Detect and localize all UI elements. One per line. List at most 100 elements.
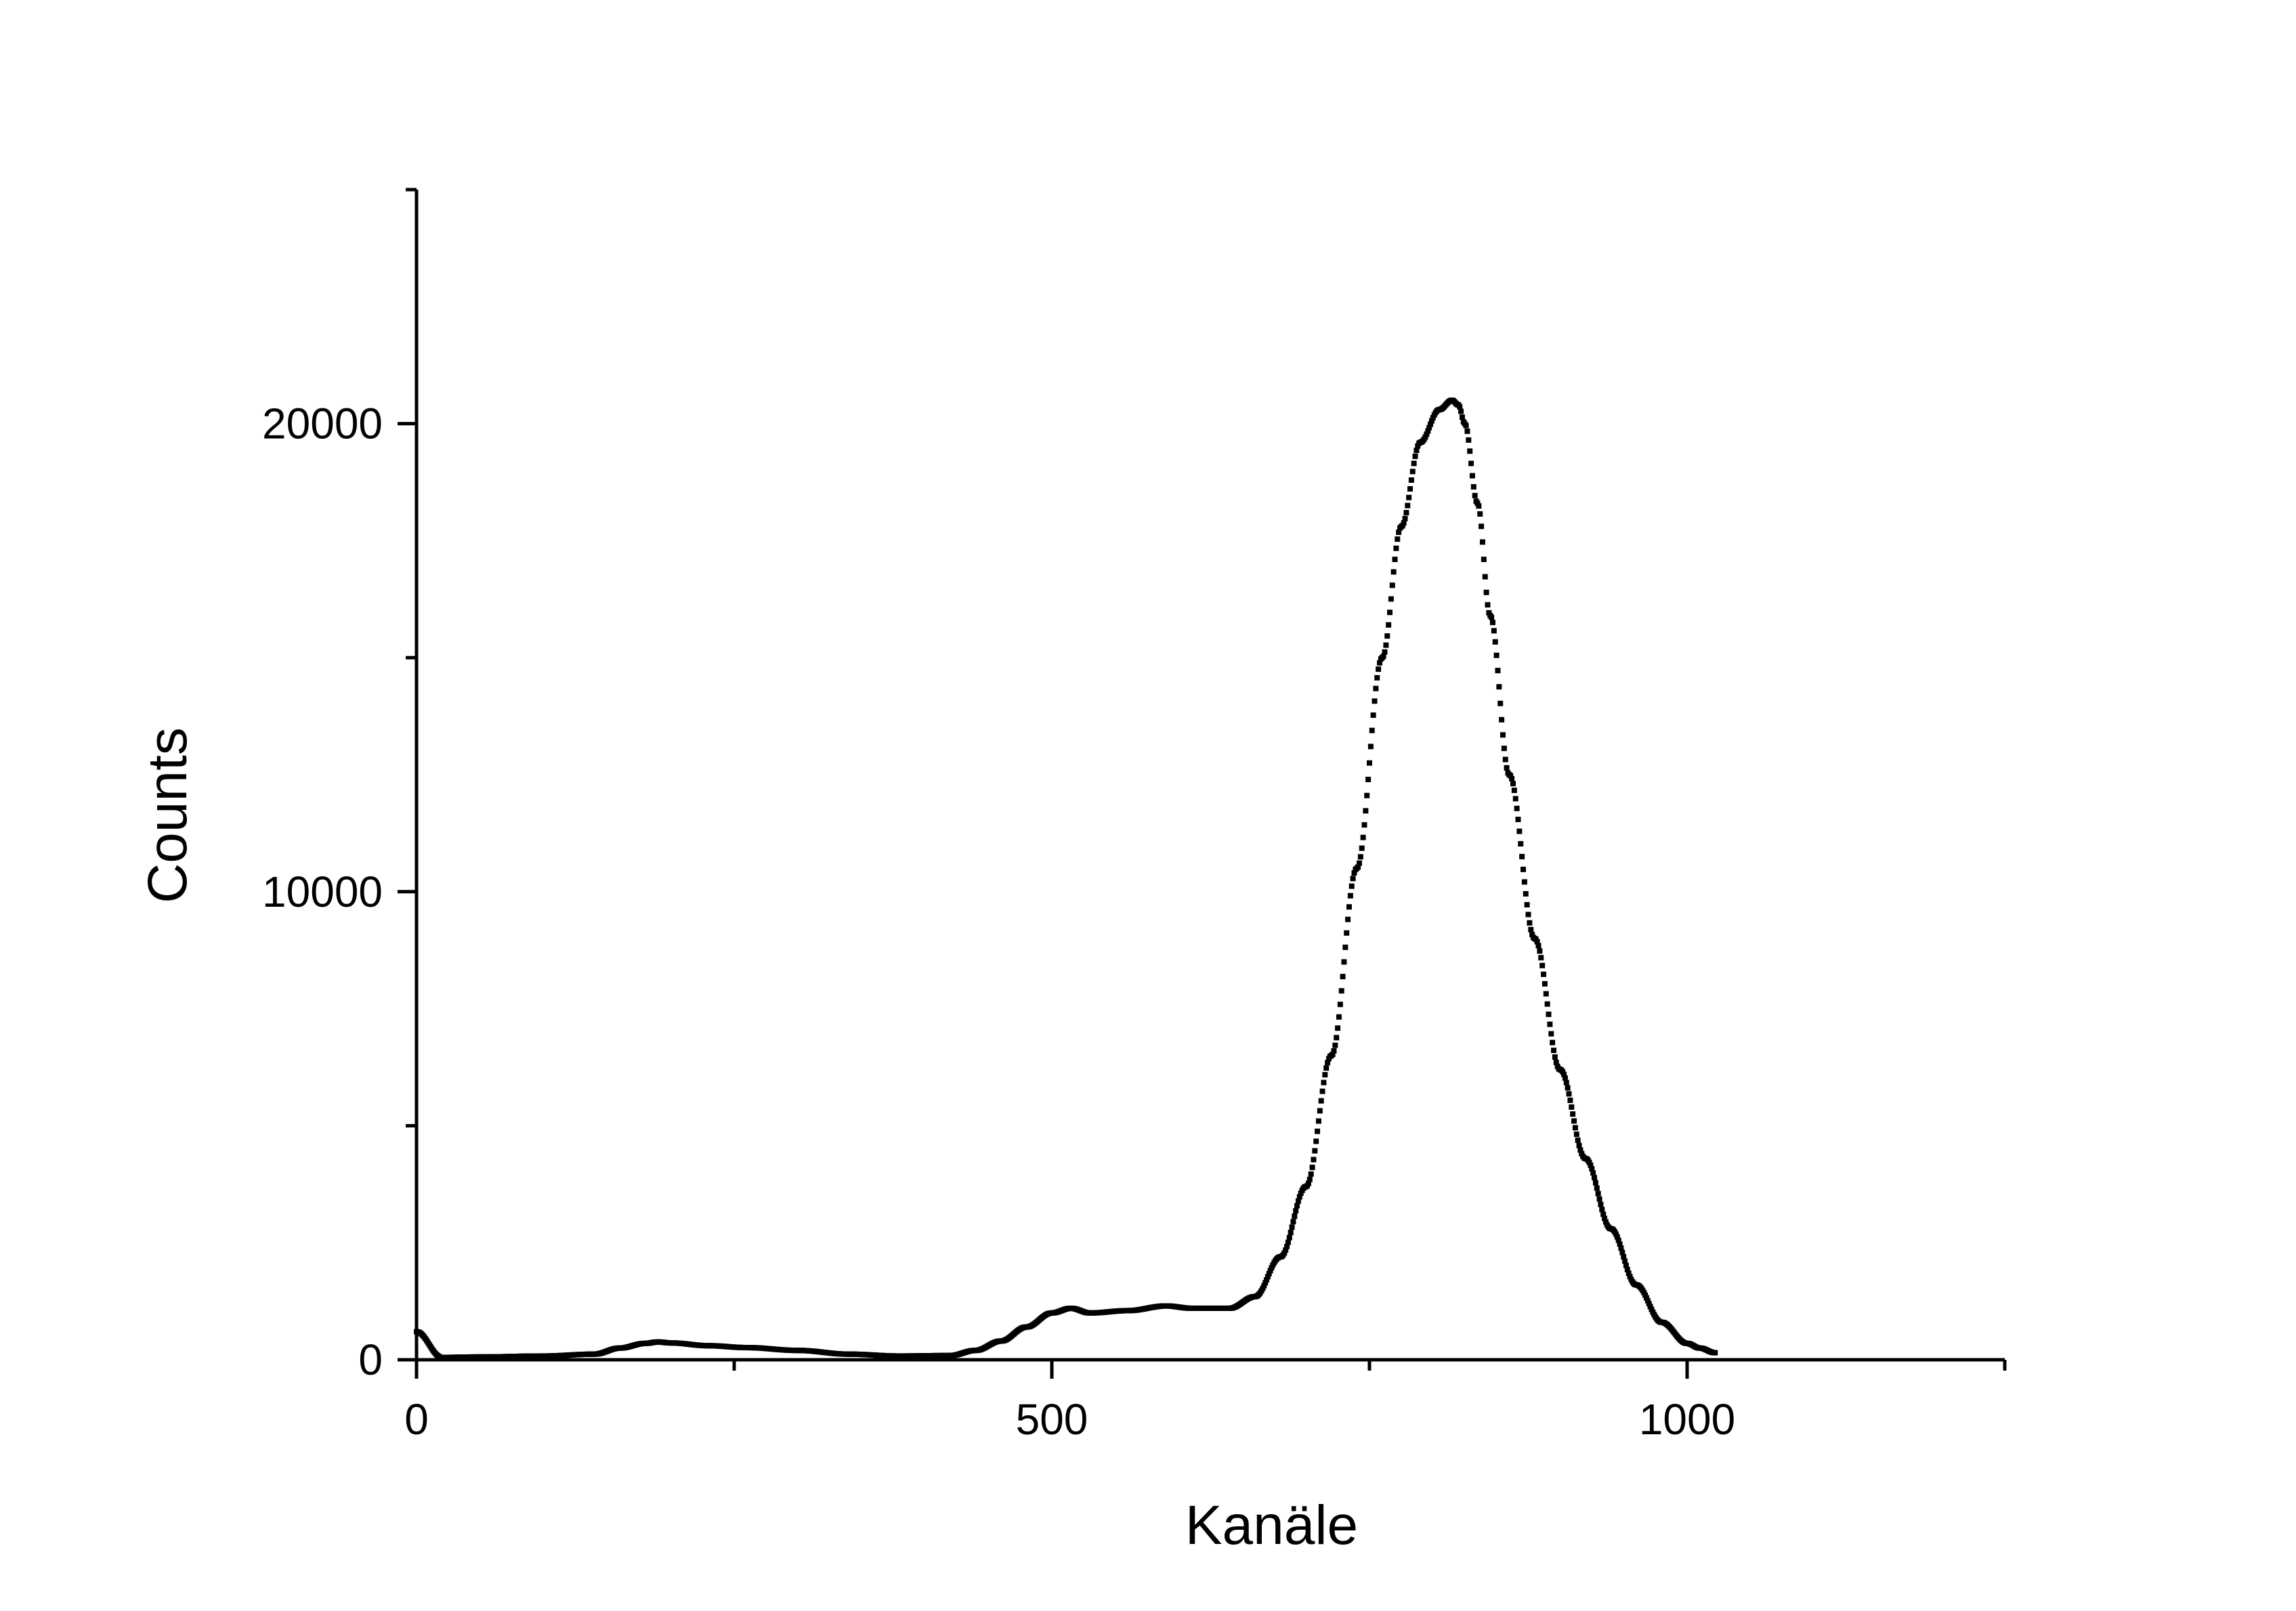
data-point (1355, 864, 1361, 870)
data-point (1370, 712, 1376, 718)
data-point (1510, 781, 1516, 787)
data-point (1342, 944, 1348, 950)
data-point (1283, 1247, 1289, 1253)
data-point (1344, 930, 1350, 936)
data-point (1321, 1079, 1327, 1086)
data-point (1524, 902, 1530, 908)
data-point (1337, 1002, 1343, 1008)
data-point (1334, 1035, 1340, 1041)
data-point (1406, 494, 1412, 500)
data-point (1537, 948, 1543, 954)
data-point (1575, 1137, 1581, 1143)
data-point (1312, 1148, 1318, 1154)
data-point (1325, 1060, 1331, 1066)
data-point (1602, 1219, 1609, 1225)
data-point (1476, 503, 1482, 509)
data-point (1550, 1039, 1556, 1046)
data-point (1527, 920, 1533, 926)
data-point (1567, 1097, 1573, 1103)
data-point (1294, 1203, 1300, 1209)
data-point (1495, 668, 1501, 674)
data-point (1408, 477, 1414, 483)
data-point (1428, 421, 1434, 427)
data-point (1463, 423, 1469, 429)
data-point (1308, 1171, 1314, 1177)
data-point (1356, 860, 1362, 866)
data-point (1390, 569, 1397, 575)
data-point (1403, 510, 1409, 516)
data-point (1489, 620, 1495, 626)
data-point (1383, 642, 1389, 648)
data-point (1332, 1042, 1338, 1048)
data-point (1374, 674, 1380, 681)
data-point (1311, 1157, 1317, 1163)
data-point (1491, 628, 1497, 634)
data-point (1305, 1180, 1311, 1186)
data-point (1338, 988, 1344, 994)
data-point (1642, 1292, 1649, 1298)
data-point (1482, 574, 1488, 580)
data-point (1485, 602, 1491, 608)
data-point (1647, 1304, 1653, 1310)
data-point (1262, 1280, 1269, 1286)
data-point (1528, 926, 1534, 932)
data-point (1384, 633, 1390, 639)
data-point (1281, 1250, 1288, 1256)
data-point (1501, 746, 1507, 752)
data-point (1595, 1190, 1601, 1197)
data-point (1372, 698, 1378, 704)
data-point (1399, 523, 1405, 529)
data-point (1481, 557, 1487, 563)
data-point (1644, 1297, 1651, 1304)
data-point (1508, 773, 1514, 779)
data-point (1317, 1108, 1323, 1114)
data-point (1627, 1274, 1633, 1280)
data-point (1428, 418, 1434, 424)
data-point (1619, 1249, 1625, 1255)
data-point (1572, 1125, 1578, 1131)
y-axis-title: Counts (137, 727, 198, 903)
data-point (1618, 1245, 1624, 1251)
data-point (1516, 828, 1523, 834)
data-point (1504, 765, 1510, 771)
data-point (1351, 870, 1357, 876)
data-point (1525, 911, 1531, 918)
data-point (1315, 1118, 1321, 1124)
x-axis-title: Kanäle (1185, 1495, 1358, 1556)
data-point (1422, 434, 1428, 440)
data-point (1566, 1091, 1572, 1097)
data-point (1430, 414, 1436, 421)
data-point (1357, 854, 1363, 860)
data-point (1538, 955, 1544, 961)
data-point (1289, 1224, 1295, 1230)
data-point (1497, 700, 1504, 706)
data-point (1298, 1190, 1304, 1197)
data-point (1392, 557, 1398, 563)
data-point (1345, 916, 1351, 922)
data-point (1615, 1237, 1621, 1243)
data-point (1621, 1253, 1627, 1260)
data-point (1596, 1196, 1602, 1202)
data-point (1542, 981, 1548, 987)
data-point (1511, 788, 1517, 794)
data-point (1553, 1059, 1559, 1065)
data-point (1643, 1295, 1649, 1301)
data-point (1489, 614, 1495, 620)
data-point (1573, 1131, 1579, 1137)
data-point (1359, 845, 1365, 851)
data-point (1286, 1234, 1292, 1241)
data-point (1496, 684, 1502, 690)
data-point (1395, 536, 1401, 542)
data-point (1529, 931, 1535, 937)
data-point (1502, 756, 1508, 762)
data-point (1520, 866, 1526, 872)
data-point (1649, 1306, 1655, 1312)
data-point (1377, 660, 1383, 666)
data-point (1552, 1054, 1558, 1060)
data-point (1347, 893, 1353, 899)
data-point (1600, 1211, 1607, 1218)
data-point (1624, 1266, 1630, 1272)
data-point (1464, 428, 1470, 434)
data-point (1570, 1111, 1576, 1117)
data-point (1479, 523, 1485, 530)
